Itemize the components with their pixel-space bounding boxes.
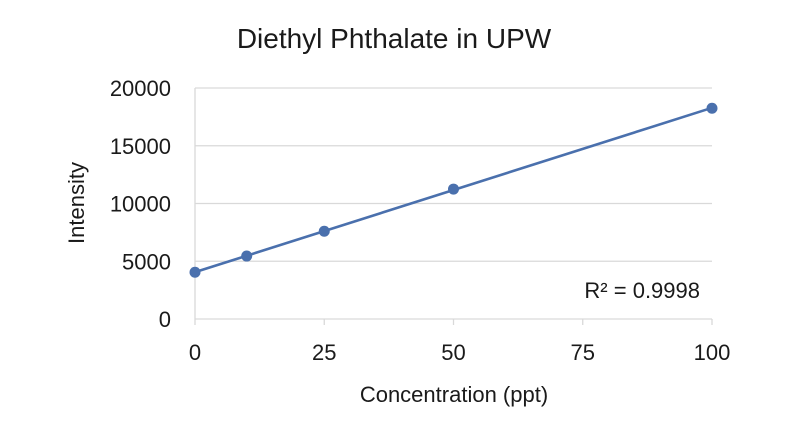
x-tick-label: 75 xyxy=(571,340,595,365)
r-squared-label: R² = 0.9998 xyxy=(584,278,700,303)
data-point xyxy=(189,266,201,278)
data-point xyxy=(241,250,253,262)
x-tick-label: 25 xyxy=(312,340,336,365)
data-point xyxy=(448,183,459,195)
y-tick-label: 15000 xyxy=(110,134,171,159)
x-tick-label: 0 xyxy=(189,340,201,365)
data-points xyxy=(189,102,718,278)
x-tick-label: 50 xyxy=(441,340,465,365)
y-tick-label: 5000 xyxy=(122,249,171,274)
y-tick-labels: 0 5000 10000 15000 20000 xyxy=(110,76,171,332)
x-tick-labels: 0 25 50 75 100 xyxy=(189,340,730,365)
y-tick-label: 0 xyxy=(159,307,171,332)
data-point xyxy=(706,102,718,114)
grid-lines xyxy=(195,87,712,262)
axes xyxy=(194,88,713,325)
y-tick-label: 20000 xyxy=(110,76,171,101)
x-tick-label: 100 xyxy=(694,340,731,365)
x-axis-title: Concentration (ppt) xyxy=(360,382,548,407)
chart-title: Diethyl Phthalate in UPW xyxy=(237,23,552,54)
data-point xyxy=(318,225,330,237)
y-tick-label: 10000 xyxy=(110,192,171,217)
y-axis-title: Intensity xyxy=(64,162,89,244)
